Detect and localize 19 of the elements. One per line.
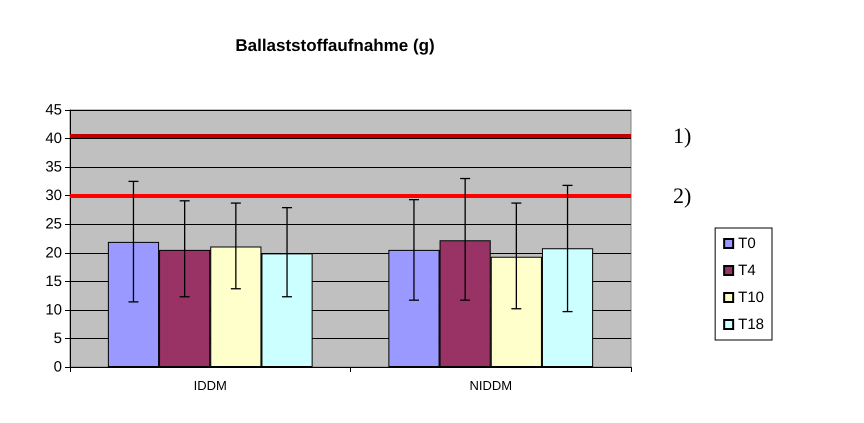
y-tick-label: 40 [45, 130, 62, 148]
y-tick-label: 15 [45, 272, 62, 290]
y-tick-label: 45 [45, 102, 62, 118]
chart-title: Ballaststoffaufnahme (g) [235, 36, 435, 55]
legend-label: T4 [738, 262, 756, 279]
y-tick-label: 25 [45, 216, 62, 233]
y-tick-label: 20 [45, 244, 62, 262]
y-tick-label: 5 [54, 330, 62, 347]
legend-label: T18 [738, 316, 764, 333]
y-tick-label: 0 [54, 358, 62, 376]
legend-label: T10 [738, 289, 764, 306]
text: 2) [673, 183, 692, 208]
y-tick-label: 10 [45, 301, 62, 318]
y-tick-label: 30 [45, 187, 62, 204]
x-tick-label: NIDDM [469, 378, 512, 393]
y-tick-label: 35 [45, 158, 62, 176]
text: 1) [673, 123, 692, 148]
x-tick-label: IDDM [194, 378, 227, 393]
legend-label: T0 [738, 235, 756, 252]
